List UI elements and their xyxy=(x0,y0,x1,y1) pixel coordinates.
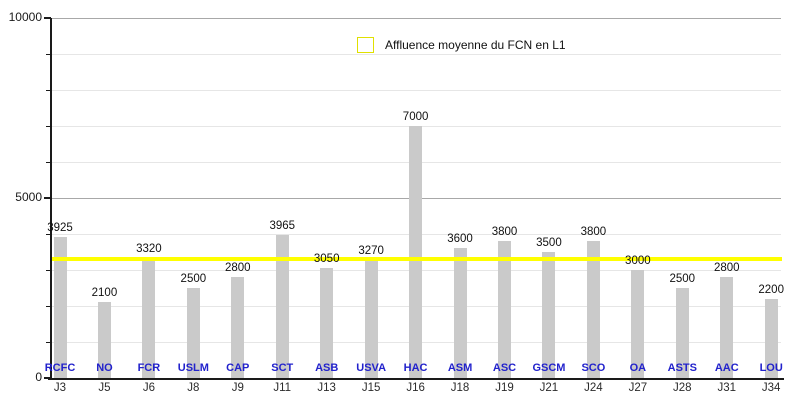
value-label-J13: 3050 xyxy=(313,253,340,266)
team-label-USVA: USVA xyxy=(356,362,387,374)
y-tick-3000 xyxy=(46,270,51,271)
bar-J3 xyxy=(53,236,67,378)
bar-J6 xyxy=(142,258,156,378)
value-label-J31: 2800 xyxy=(713,262,740,275)
team-label-RCFC: RCFC xyxy=(44,362,76,374)
legend-label: Affluence moyenne du FCN en L1 xyxy=(385,38,566,52)
bar-J19 xyxy=(498,241,511,378)
value-label-J5: 2100 xyxy=(91,287,118,300)
x-axis-label-J34: J34 xyxy=(761,382,781,394)
team-label-OA: OA xyxy=(629,362,647,374)
y-axis-label-5000: 5000 xyxy=(15,190,42,204)
chart-legend: Affluence moyenne du FCN en L1 xyxy=(357,37,566,53)
y-tick-0 xyxy=(44,377,51,379)
bar-J16 xyxy=(409,126,423,378)
team-label-ASTS: ASTS xyxy=(667,362,697,374)
gridline-8000 xyxy=(51,90,781,91)
x-axis-label-J8: J8 xyxy=(187,382,200,394)
value-label-J19: 3800 xyxy=(491,226,518,239)
x-axis-label-J13: J13 xyxy=(317,382,336,394)
team-label-ASB: ASB xyxy=(315,362,339,374)
team-label-ASM: ASM xyxy=(447,362,473,374)
y-tick-7000 xyxy=(46,126,51,127)
x-axis-label-J28: J28 xyxy=(673,382,692,394)
value-label-J24: 3800 xyxy=(580,226,607,239)
x-axis-label-J27: J27 xyxy=(628,382,648,394)
value-label-J18: 3600 xyxy=(447,233,473,246)
team-label-AAC: AAC xyxy=(714,362,739,374)
team-label-SCT: SCT xyxy=(271,362,294,374)
x-axis-label-J6: J6 xyxy=(142,382,155,394)
bar-J34 xyxy=(764,298,778,378)
x-axis-label-J18: J18 xyxy=(450,382,470,394)
bar-J28 xyxy=(675,288,689,378)
y-tick-5000 xyxy=(44,197,51,199)
y-tick-4000 xyxy=(46,234,51,235)
x-axis-label-J31: J31 xyxy=(717,382,737,394)
x-axis-label-J9: J9 xyxy=(231,382,244,394)
value-label-J9: 2800 xyxy=(225,262,251,275)
y-tick-1000 xyxy=(46,342,51,343)
bar-J8 xyxy=(186,288,200,378)
team-label-ASC: ASC xyxy=(492,362,517,374)
team-label-CAP: CAP xyxy=(226,362,250,374)
value-label-J21: 3500 xyxy=(536,237,562,249)
x-axis-label-J15: J15 xyxy=(361,382,381,394)
bar-J27 xyxy=(631,270,645,378)
y-axis-label-0: 0 xyxy=(35,370,42,384)
bar-J5 xyxy=(97,302,111,378)
x-axis-label-J16: J16 xyxy=(406,382,425,394)
average-line xyxy=(50,257,782,262)
team-label-GSCM: GSCM xyxy=(532,362,566,374)
team-label-SCO: SCO xyxy=(581,362,606,374)
bar-J18 xyxy=(453,248,467,378)
x-axis-line xyxy=(48,378,784,380)
bar-J13 xyxy=(320,268,334,378)
y-axis-line xyxy=(50,18,52,379)
value-label-J6: 3320 xyxy=(136,243,162,256)
team-label-FCR: FCR xyxy=(137,362,161,374)
y-tick-8000 xyxy=(46,90,51,91)
value-label-J27: 3000 xyxy=(625,255,651,267)
team-label-USLM: USLM xyxy=(177,362,209,374)
x-axis-label-J24: J24 xyxy=(584,382,603,394)
x-axis-label-J5: J5 xyxy=(98,382,111,394)
x-axis-label-J11: J11 xyxy=(273,382,292,394)
value-label-J8: 2500 xyxy=(180,273,207,285)
x-axis-label-J19: J19 xyxy=(495,382,514,394)
bar-J21 xyxy=(542,252,556,378)
value-label-J28: 2500 xyxy=(669,273,696,285)
value-label-J11: 3965 xyxy=(269,220,296,233)
bar-J15 xyxy=(364,260,378,378)
value-label-J34: 2200 xyxy=(758,283,784,296)
team-label-LOU: LOU xyxy=(759,362,783,374)
y-tick-10000 xyxy=(44,17,51,19)
team-label-HAC: HAC xyxy=(403,362,428,374)
y-tick-9000 xyxy=(46,54,51,55)
bar-J31 xyxy=(720,277,734,378)
gridline-9000 xyxy=(51,54,781,55)
value-label-J3: 3925 xyxy=(47,221,73,234)
bar-J9 xyxy=(231,277,245,378)
bar-J24 xyxy=(586,241,600,378)
y-axis-label-10000: 10000 xyxy=(8,10,42,24)
gridline-10000 xyxy=(51,18,781,19)
x-axis-label-J3: J3 xyxy=(53,382,67,394)
value-label-J16: 7000 xyxy=(402,111,429,123)
bar-J11 xyxy=(275,235,289,378)
x-axis-label-J21: J21 xyxy=(539,382,559,394)
team-label-NO: NO xyxy=(96,362,113,374)
legend-swatch-yellow xyxy=(357,37,374,53)
y-tick-6000 xyxy=(46,162,51,163)
y-tick-2000 xyxy=(46,306,51,307)
value-label-J15: 3270 xyxy=(358,245,384,258)
